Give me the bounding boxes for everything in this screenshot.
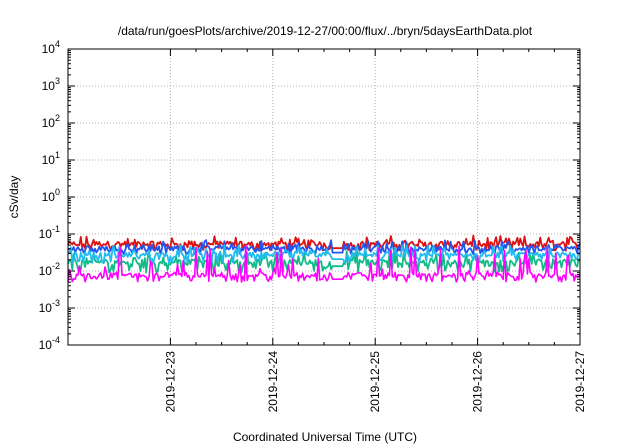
x-tick-label: 2019-12-26 xyxy=(471,351,485,413)
y-axis: 10-4 10-3 10-2 10-1 100 101 102 103 104 xyxy=(39,39,580,352)
x-tick-label: 2019-12-23 xyxy=(163,351,177,413)
x-axis: 2019-12-23 2019-12-24 2019-12-25 2019-12-26… xyxy=(163,49,587,412)
y-tick-label: 10-2 xyxy=(39,261,60,278)
y-tick-label: 104 xyxy=(42,39,60,56)
x-axis-label: Coordinated Universal Time (UTC) xyxy=(233,430,417,444)
series-group xyxy=(67,234,581,283)
y-tick-label: 101 xyxy=(42,150,60,167)
y-tick-label: 10-4 xyxy=(39,335,60,352)
chart-title: /data/run/goesPlots/archive/2019-12-27/0… xyxy=(118,24,533,38)
y-tick-label: 10-1 xyxy=(39,224,60,241)
x-tick-label: 2019-12-25 xyxy=(368,351,382,413)
series-line xyxy=(67,244,581,283)
series-line xyxy=(67,234,581,252)
y-tick-label: 102 xyxy=(42,113,60,130)
x-tick-label: 2019-12-27 xyxy=(573,351,587,413)
x-tick-label: 2019-12-24 xyxy=(266,351,280,413)
y-tick-label: 10-3 xyxy=(39,298,60,315)
y-tick-label: 103 xyxy=(42,76,60,93)
grid xyxy=(68,49,580,345)
y-axis-label: cSv/day xyxy=(7,176,21,219)
y-tick-label: 100 xyxy=(42,187,60,204)
